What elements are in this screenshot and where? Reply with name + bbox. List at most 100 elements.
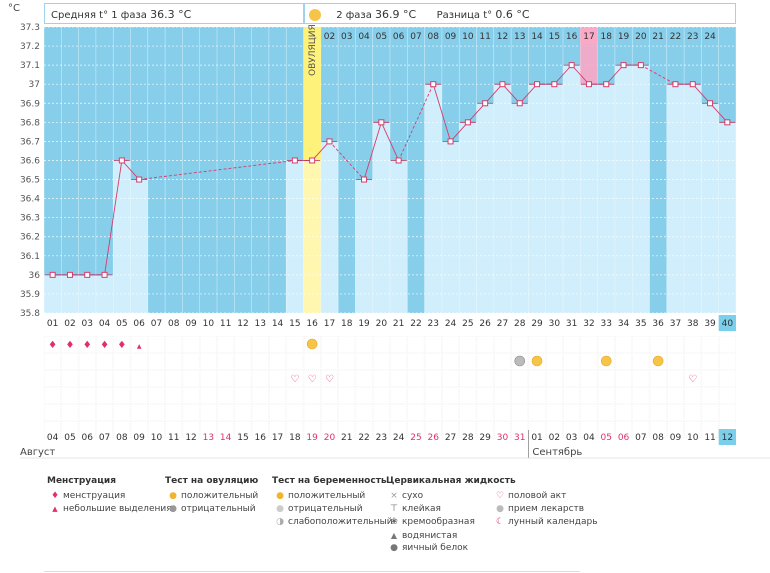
symbol-cell [251,370,269,387]
symbol-cell [303,336,321,353]
temperature-bar [320,141,339,313]
symbol-cell [580,370,598,387]
symbol-cell [615,370,633,387]
symbol-cell [78,421,96,438]
symbol-cell [424,336,442,353]
legend-item: отрицательный [181,504,256,514]
current-date-cell [718,429,736,445]
symbol-cell [580,336,598,353]
symbol-cell [182,370,200,387]
date-label: 07 [635,433,646,443]
symbol-cell [407,421,425,438]
symbol-cell [424,353,442,370]
y-axis-unit: °C [8,3,20,14]
symbol-cell [355,387,373,404]
temperature-line [139,160,295,180]
legend-item: лунный календарь [508,517,598,527]
y-tick-label: 37.1 [20,61,40,71]
heart-icon: ♡ [308,374,317,385]
symbol-cell [130,370,148,387]
symbol-cell [407,404,425,421]
y-tick-label: 36.7 [20,137,40,147]
symbol-cell [269,387,286,404]
symbol-cell [649,404,667,421]
cycle-day-label: 19 [358,319,370,329]
y-tick-label: 36.1 [20,252,40,262]
temperature-point [724,119,731,126]
symbol-cell [269,370,286,387]
y-tick-label: 37.3 [20,23,40,33]
sun-icon [309,9,321,21]
temperature-point [395,157,402,164]
symbol-cell [217,370,235,387]
symbol-cell [148,404,165,421]
symbol-cell [563,387,581,404]
date-label: 25 [410,433,421,443]
temperature-bar [511,103,529,314]
symbol-cell [78,353,96,370]
phase2-day-label: 22 [670,32,681,42]
symbol-cell [511,404,529,421]
symbol-cell [372,370,390,387]
y-tick-label: 36 [29,271,41,281]
legend-item: менструация [63,491,126,501]
symbol-cell [563,336,581,353]
cycle-day-label: 27 [497,319,508,329]
symbol-cell [199,370,217,387]
temperature-line [450,122,469,142]
temperature-line [554,64,572,85]
cycle-day-label: 29 [531,319,543,329]
date-label: 01 [531,433,542,443]
symbol-cell [459,421,477,438]
symbol-cell [148,336,165,353]
temperature-line [398,84,434,161]
temperature-line [311,141,330,161]
cycle-day-label: 36 [652,319,664,329]
temperature-bar [476,103,494,314]
y-tick-label: 36.9 [20,99,40,109]
legend-title: Цервикальная жидкость [386,476,516,486]
date-label: 30 [497,433,509,443]
small-drop-icon: ▲ [137,343,142,350]
symbol-cell [545,370,563,387]
symbol-cell [666,370,684,387]
cycle-day-label: 10 [203,319,215,329]
symbol-cell [182,404,200,421]
month-label: Сентябрь [532,447,582,458]
pill-icon: ● [496,504,504,514]
symbol-cell [649,387,667,404]
symbol-cell [251,336,269,353]
temperature-point [309,157,316,164]
cycle-day-label: 37 [670,319,681,329]
symbol-cell [165,370,183,387]
legend-item: водянистая [402,531,458,541]
phase1-value: 36.3 °C [150,8,192,21]
symbol-cell [528,336,546,353]
cycle-day-label: 13 [255,319,266,329]
sun-icon [652,355,664,367]
temperature-point [118,157,125,164]
date-label: 12 [722,433,733,443]
legend-ovulation-test: Тест на овуляцию ● положительный ● отрицат… [165,476,258,516]
y-tick-label: 36.6 [20,156,40,166]
symbol-cell [701,336,719,353]
cycle-day-label: 04 [99,319,111,329]
symbol-cell [511,387,529,404]
legend-title: Тест на беременность [272,476,387,486]
drop-icon: ♦ [83,340,92,351]
symbol-cell [113,370,131,387]
legend-item: кремообразная [402,517,475,527]
symbol-cell [684,353,702,370]
symbol-cell [165,336,183,353]
legend-item: небольшие выделения [63,504,172,514]
temperature-point [551,81,558,88]
symbol-cell [303,353,321,370]
symbol-cell [407,353,425,370]
phase2-day-label: 12 [497,32,508,42]
symbol-cell [493,404,511,421]
phase2-day-label: 24 [704,32,716,42]
symbol-cell [390,353,408,370]
symbol-cell [78,387,96,404]
legend-item: сухо [402,491,424,501]
symbol-cell [684,370,702,387]
